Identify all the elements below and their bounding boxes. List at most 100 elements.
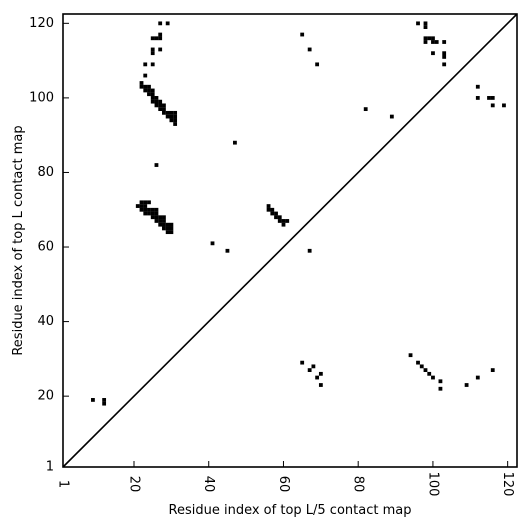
contact-point bbox=[173, 122, 178, 126]
contact-point bbox=[158, 215, 163, 220]
contact-point bbox=[270, 207, 275, 212]
contact-point bbox=[154, 96, 159, 100]
x-tick-label: 40 bbox=[201, 476, 216, 493]
contact-point bbox=[143, 84, 148, 89]
contact-point bbox=[143, 211, 148, 216]
contact-point bbox=[154, 99, 159, 104]
contact-point bbox=[154, 215, 159, 220]
contact-point bbox=[143, 204, 148, 208]
contact-point bbox=[147, 211, 151, 216]
contact-point bbox=[427, 371, 432, 376]
contact-point bbox=[169, 114, 174, 119]
contact-point bbox=[169, 110, 174, 115]
plot-frame bbox=[62, 13, 518, 468]
contact-point bbox=[487, 96, 491, 100]
contact-point bbox=[502, 103, 506, 108]
contact-point bbox=[150, 36, 155, 41]
contact-point bbox=[154, 103, 159, 108]
contact-point bbox=[154, 207, 159, 212]
contact-point bbox=[147, 200, 151, 205]
contact-point bbox=[210, 241, 215, 246]
contact-point bbox=[431, 51, 435, 56]
contact-point bbox=[442, 62, 447, 67]
contact-point bbox=[165, 110, 170, 115]
contact-point bbox=[423, 40, 428, 44]
contact-point bbox=[158, 107, 163, 112]
contact-point bbox=[147, 92, 151, 97]
contact-point bbox=[438, 386, 443, 391]
contact-point bbox=[169, 226, 174, 231]
contact-point bbox=[464, 383, 469, 387]
contact-point bbox=[277, 215, 282, 220]
diagonal-line bbox=[62, 13, 518, 468]
contact-point bbox=[162, 103, 166, 108]
contact-point bbox=[147, 207, 151, 212]
contact-point bbox=[162, 219, 166, 223]
contact-markers bbox=[91, 21, 506, 406]
contact-point bbox=[475, 96, 480, 100]
contact-point bbox=[165, 226, 170, 231]
contact-point bbox=[270, 211, 275, 216]
contact-point bbox=[431, 36, 435, 41]
contact-point bbox=[169, 118, 174, 123]
contact-point bbox=[154, 36, 159, 41]
contact-point bbox=[154, 163, 159, 167]
contact-point bbox=[165, 230, 170, 235]
contact-point bbox=[158, 219, 163, 223]
contact-point bbox=[150, 88, 155, 93]
contact-point bbox=[150, 62, 155, 67]
contact-point bbox=[91, 398, 95, 402]
contact-point bbox=[315, 62, 320, 67]
x-tick-label: 1 bbox=[56, 480, 71, 488]
y-axis-title: Residue index of top L contact map bbox=[11, 125, 26, 355]
contact-point bbox=[150, 207, 155, 212]
contact-point bbox=[158, 47, 163, 52]
contact-point bbox=[389, 114, 394, 119]
contact-point bbox=[318, 383, 323, 387]
contact-point bbox=[143, 73, 148, 78]
contact-point bbox=[143, 200, 148, 205]
y-tick-label: 80 bbox=[37, 165, 54, 180]
contact-point bbox=[169, 222, 174, 227]
contact-point bbox=[135, 204, 140, 208]
contact-point bbox=[165, 114, 170, 119]
contact-point bbox=[281, 222, 286, 227]
x-tick-label: 80 bbox=[351, 476, 366, 493]
contact-point bbox=[162, 110, 166, 115]
contact-point bbox=[490, 103, 495, 108]
contact-point bbox=[300, 32, 305, 37]
contact-point bbox=[150, 99, 155, 104]
plot-area bbox=[62, 13, 518, 468]
contact-point bbox=[139, 81, 144, 85]
contact-point bbox=[139, 207, 144, 212]
contact-point bbox=[150, 47, 155, 52]
x-tick-label: 20 bbox=[126, 476, 141, 493]
contact-point bbox=[266, 204, 271, 208]
contact-point bbox=[307, 368, 312, 372]
contact-point bbox=[274, 215, 278, 220]
contact-point bbox=[150, 211, 155, 216]
contact-point bbox=[158, 21, 163, 26]
contact-point bbox=[490, 368, 495, 372]
contact-point bbox=[165, 21, 170, 26]
contact-point bbox=[277, 219, 282, 223]
x-axis-ticks: 1 20 40 60 80 100 120 bbox=[56, 461, 515, 497]
y-tick-label: 60 bbox=[37, 240, 54, 255]
contact-point bbox=[162, 226, 166, 231]
contact-point bbox=[442, 40, 447, 44]
contact-point bbox=[162, 107, 166, 112]
contact-point bbox=[154, 219, 159, 223]
contact-point bbox=[442, 55, 447, 59]
contact-point bbox=[143, 62, 148, 67]
contact-point bbox=[423, 21, 428, 26]
contact-point bbox=[169, 230, 174, 235]
contact-point bbox=[173, 118, 178, 123]
contact-point bbox=[475, 375, 480, 380]
x-tick-label: 120 bbox=[500, 472, 515, 497]
contact-point bbox=[307, 248, 312, 253]
contact-point bbox=[150, 92, 155, 97]
contact-point bbox=[143, 207, 148, 212]
contact-point bbox=[162, 222, 166, 227]
